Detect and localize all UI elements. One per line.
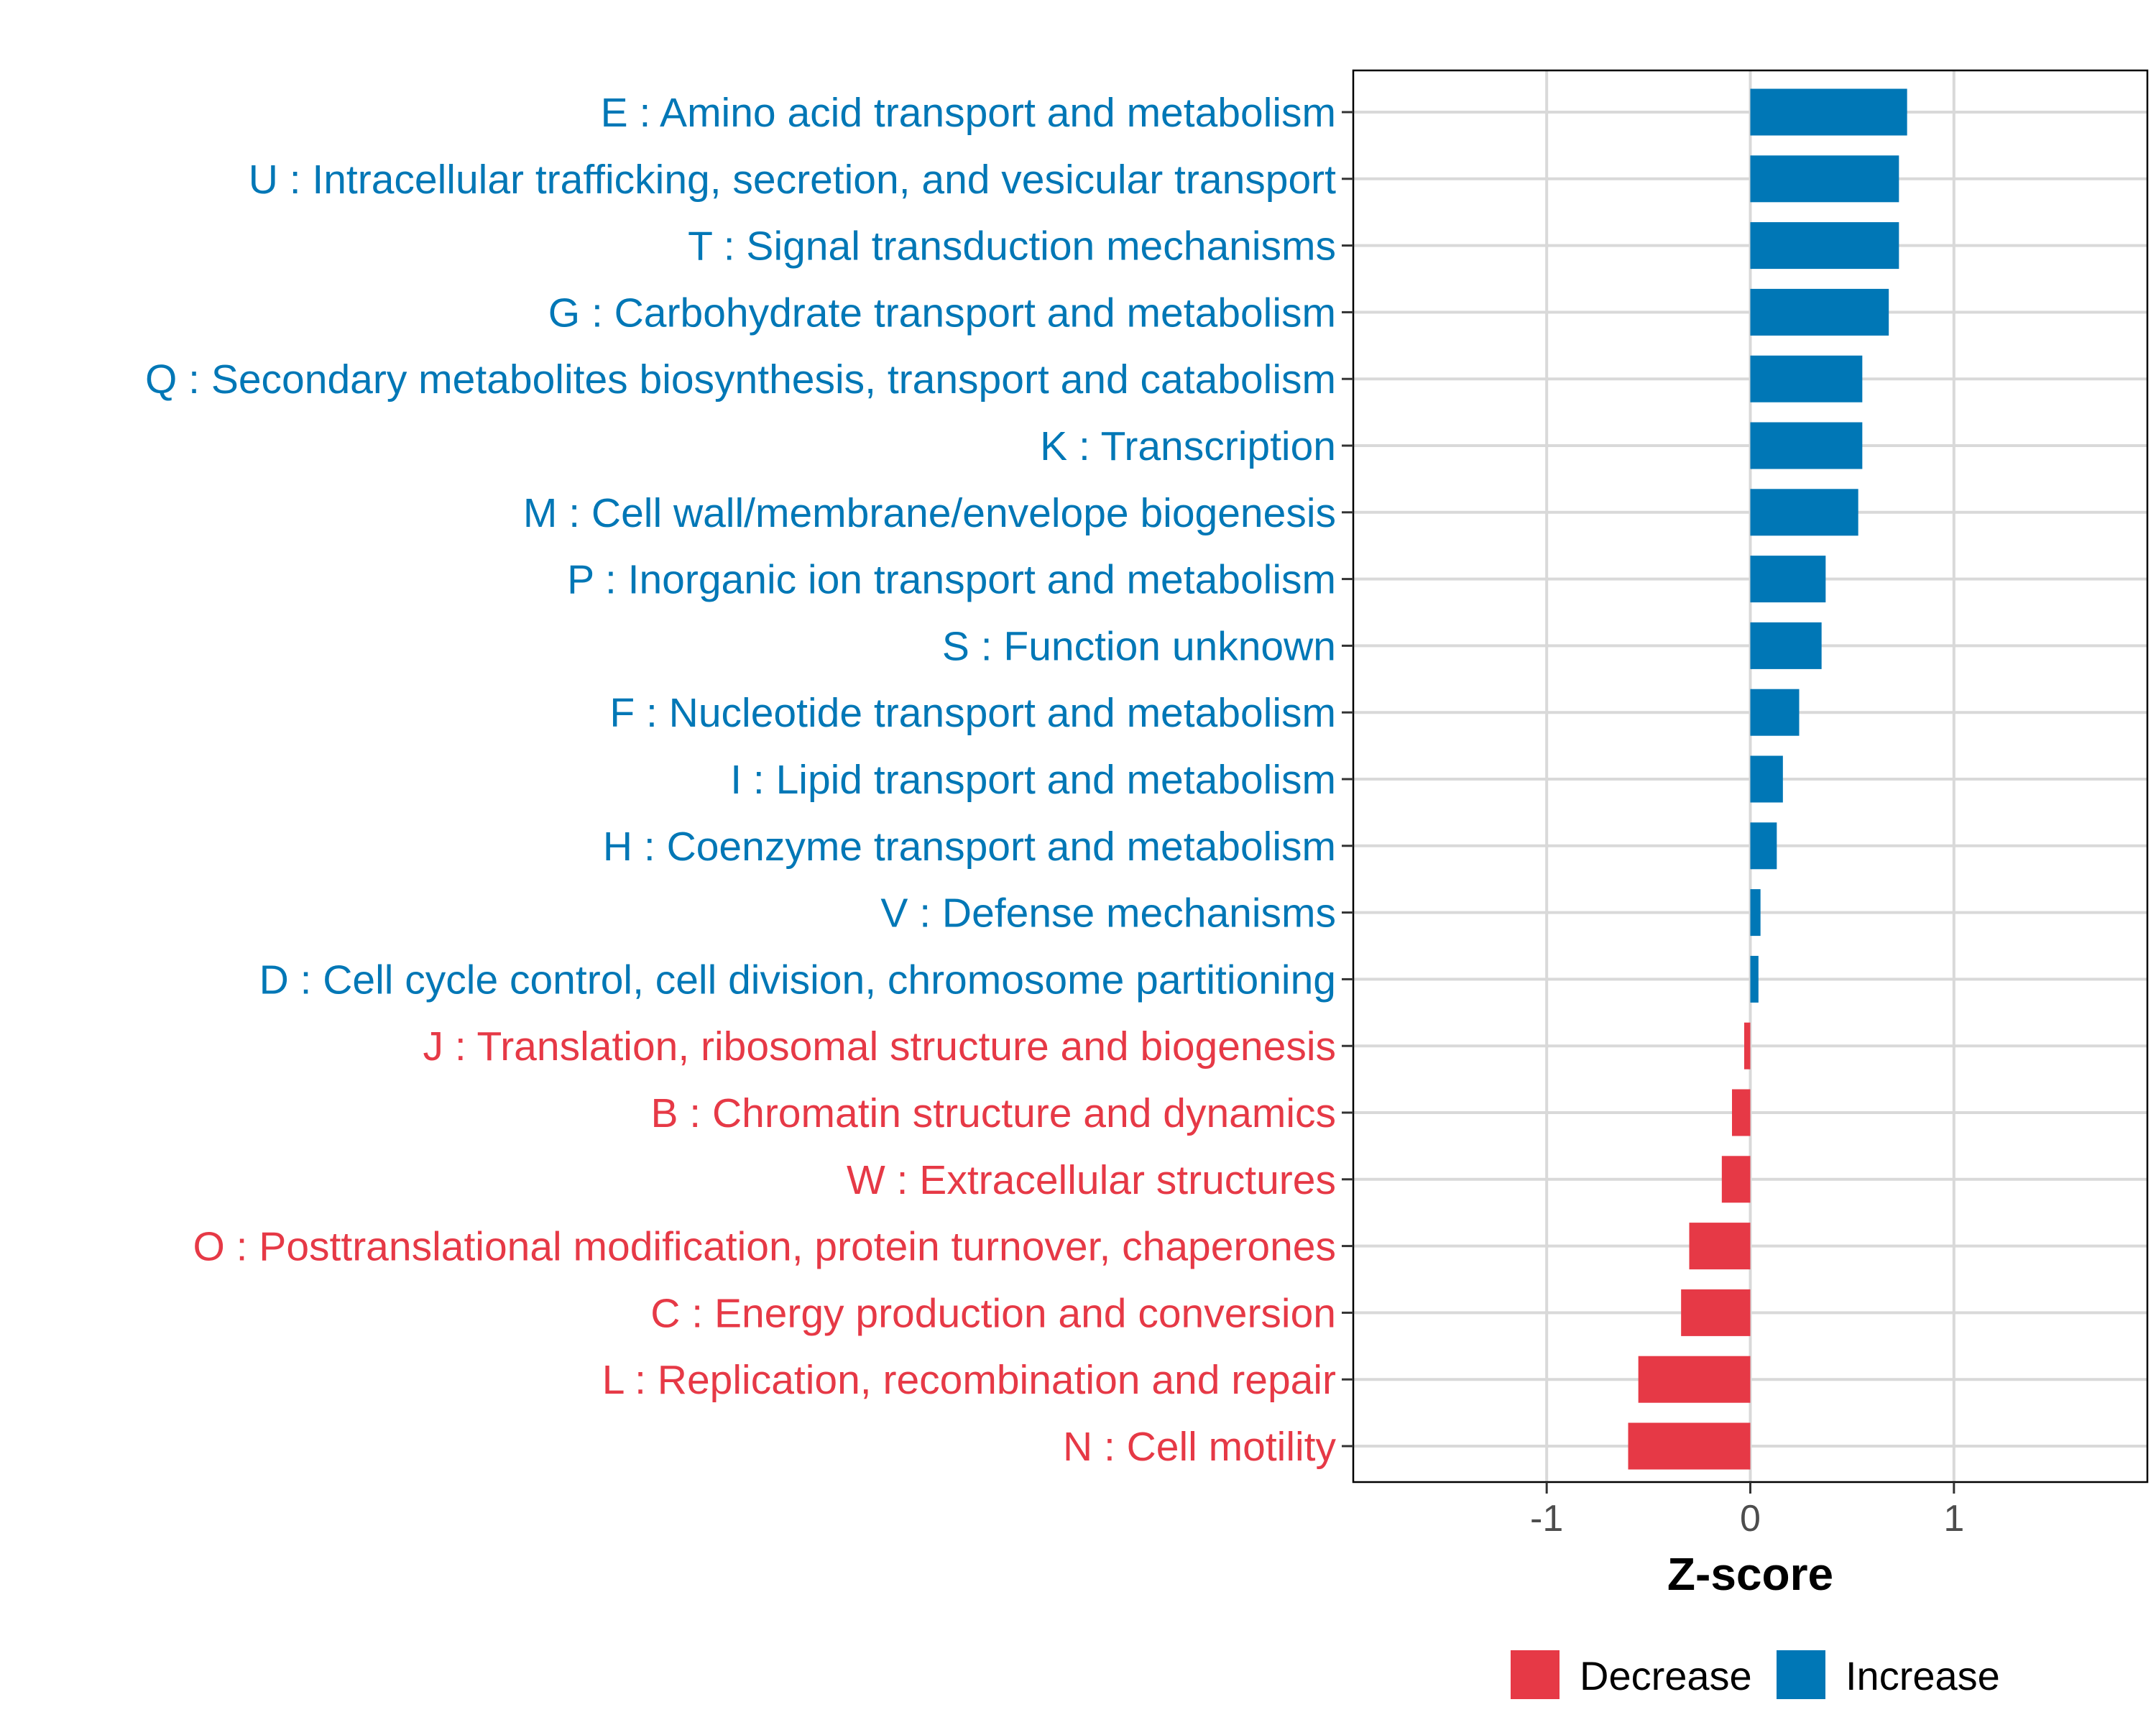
legend-swatch-decrease [1511, 1650, 1560, 1699]
category-label: H : Coenzyme transport and metabolism [603, 824, 1336, 870]
category-label: M : Cell wall/membrane/envelope biogenes… [523, 490, 1336, 536]
bar [1750, 822, 1777, 870]
bar [1750, 489, 1858, 536]
x-tick-label: -1 [1530, 1498, 1563, 1540]
category-label: V : Defense mechanisms [880, 891, 1336, 937]
category-label: O : Posttranslational modification, prot… [193, 1224, 1336, 1270]
category-label: I : Lipid transport and metabolism [730, 757, 1336, 803]
legend-label-decrease: Decrease [1580, 1653, 1752, 1698]
x-axis-ticks: -1 0 1 [1530, 1482, 1964, 1540]
bar [1681, 1289, 1751, 1336]
category-label: Q : Secondary metabolites biosynthesis, … [145, 356, 1336, 402]
bar [1750, 222, 1899, 270]
category-label: C : Energy production and conversion [650, 1290, 1336, 1336]
bar [1750, 622, 1822, 669]
legend: Decrease Increase [1511, 1650, 2000, 1699]
x-axis-title: Z-score [1667, 1548, 1833, 1600]
x-tick-label: 1 [1943, 1498, 1964, 1540]
category-label: F : Nucleotide transport and metabolism [609, 690, 1336, 736]
category-label: T : Signal transduction mechanisms [688, 224, 1336, 270]
category-label: L : Replication, recombination and repai… [602, 1357, 1336, 1403]
bar [1721, 1156, 1751, 1203]
bar [1638, 1356, 1751, 1403]
bar [1628, 1422, 1751, 1470]
category-label: N : Cell motility [1063, 1424, 1337, 1470]
bar [1750, 689, 1800, 736]
x-tick-label: 0 [1740, 1498, 1761, 1540]
bar [1744, 1022, 1751, 1070]
legend-label-increase: Increase [1846, 1653, 2000, 1698]
bar [1750, 288, 1889, 336]
bar [1689, 1223, 1751, 1270]
legend-swatch-increase [1777, 1650, 1825, 1699]
category-label: U : Intracellular trafficking, secretion… [249, 157, 1336, 203]
bar [1750, 556, 1826, 603]
bar [1750, 422, 1863, 469]
category-label: P : Inorganic ion transport and metaboli… [567, 557, 1336, 603]
y-axis-labels: E : Amino acid transport and metabolism U… [145, 90, 1337, 1470]
bar [1750, 955, 1759, 1003]
category-label: J : Translation, ribosomal structure and… [423, 1024, 1336, 1070]
y-axis-ticks [1342, 111, 1353, 1448]
bars [1628, 88, 1907, 1470]
category-label: E : Amino acid transport and metabolism [601, 90, 1336, 136]
category-label: D : Cell cycle control, cell division, c… [259, 957, 1336, 1003]
category-label: B : Chromatin structure and dynamics [650, 1090, 1336, 1136]
bar [1750, 355, 1863, 402]
bar [1750, 755, 1783, 803]
category-label: G : Carbohydrate transport and metabolis… [548, 290, 1336, 336]
bar [1750, 889, 1761, 937]
category-label: W : Extracellular structures [847, 1157, 1336, 1203]
category-label: K : Transcription [1040, 423, 1336, 469]
bar [1750, 88, 1907, 136]
bar [1750, 155, 1899, 203]
bar [1732, 1089, 1751, 1136]
category-label: S : Function unknown [942, 623, 1336, 669]
